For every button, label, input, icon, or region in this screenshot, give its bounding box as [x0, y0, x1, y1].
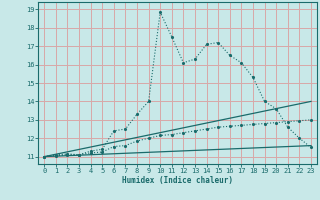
- X-axis label: Humidex (Indice chaleur): Humidex (Indice chaleur): [122, 176, 233, 185]
